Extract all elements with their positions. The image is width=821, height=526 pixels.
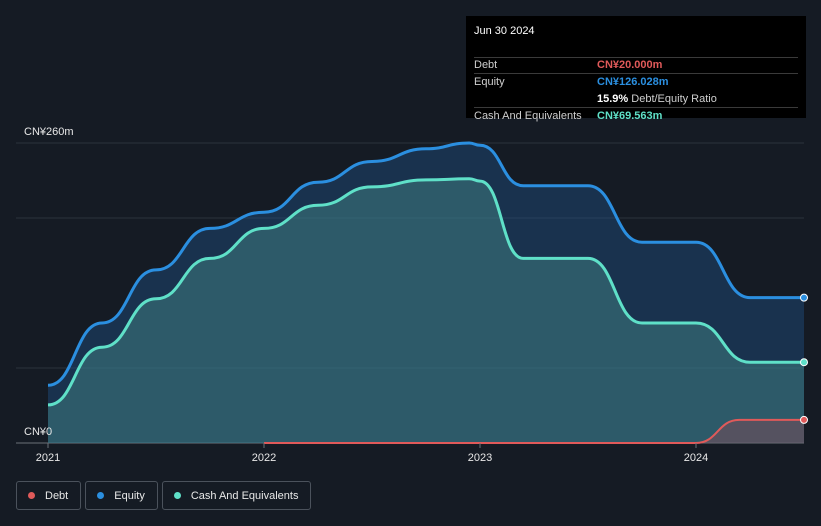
debt-line (264, 418, 804, 444)
tooltip-row-equity: Equity CN¥126.028m (474, 76, 798, 93)
x-tick-label: 2021 (36, 452, 60, 464)
equity-end-marker (800, 293, 808, 302)
equity-line (47, 141, 804, 387)
x-tick-label: 2022 (252, 452, 276, 464)
debt-area (264, 419, 804, 443)
tooltip-date: Jun 30 2024 (474, 25, 535, 37)
cash-end-marker (800, 358, 808, 367)
tooltip-divider (474, 57, 798, 58)
legend-item-debt[interactable]: Debt (16, 481, 82, 510)
tooltip-ratio: 15.9% Debt/Equity Ratio (597, 93, 717, 105)
legend-item-cash[interactable]: Cash And Equivalents (161, 481, 312, 510)
tooltip-divider (474, 107, 798, 108)
x-axis-ticks: 2021 2022 2023 2024 (36, 443, 708, 464)
tooltip-equity-value: CN¥126.028m (597, 76, 669, 88)
tooltip-panel: Jun 30 2024 Debt CN¥20.000m Equity CN¥12… (466, 16, 806, 122)
series-areas (48, 143, 804, 443)
x-tick-label: 2024 (684, 452, 708, 464)
cash-line (47, 177, 804, 407)
equity-area (48, 143, 804, 443)
tooltip-cash-value: CN¥69.563m (597, 110, 663, 122)
tooltip-row-debt: Debt CN¥20.000m (474, 59, 798, 76)
debt-end-marker (800, 415, 808, 424)
tooltip-ratio-value: 15.9% (597, 93, 629, 105)
tooltip-cash-label: Cash And Equivalents (474, 110, 582, 122)
x-tick-label: 2023 (468, 452, 492, 464)
tooltip-debt-value: CN¥20.000m (597, 59, 663, 71)
cash-dot-icon (173, 492, 181, 499)
tooltip-debt-label: Debt (474, 59, 498, 71)
legend-item-equity[interactable]: Equity (85, 481, 158, 510)
tooltip-ratio-label: Debt/Equity Ratio (631, 93, 717, 105)
equity-dot-icon (97, 492, 105, 499)
tooltip-row-ratio: 15.9% Debt/Equity Ratio (474, 93, 798, 110)
y-axis-zero-label: CN¥0 (24, 426, 52, 438)
debt-dot-icon (28, 492, 35, 499)
legend-equity-label: Equity (114, 489, 145, 502)
legend-cash-label: Cash And Equivalents (190, 489, 299, 502)
chart-legend: Debt Equity Cash And Equivalents (16, 481, 315, 510)
series-lines (47, 141, 808, 444)
legend-debt-label: Debt (45, 489, 69, 502)
tooltip-divider (474, 73, 798, 74)
tooltip-equity-label: Equity (474, 76, 505, 88)
y-axis-top-label: CN¥260m (24, 126, 74, 138)
tooltip-row-cash: Cash And Equivalents CN¥69.563m (474, 110, 798, 127)
